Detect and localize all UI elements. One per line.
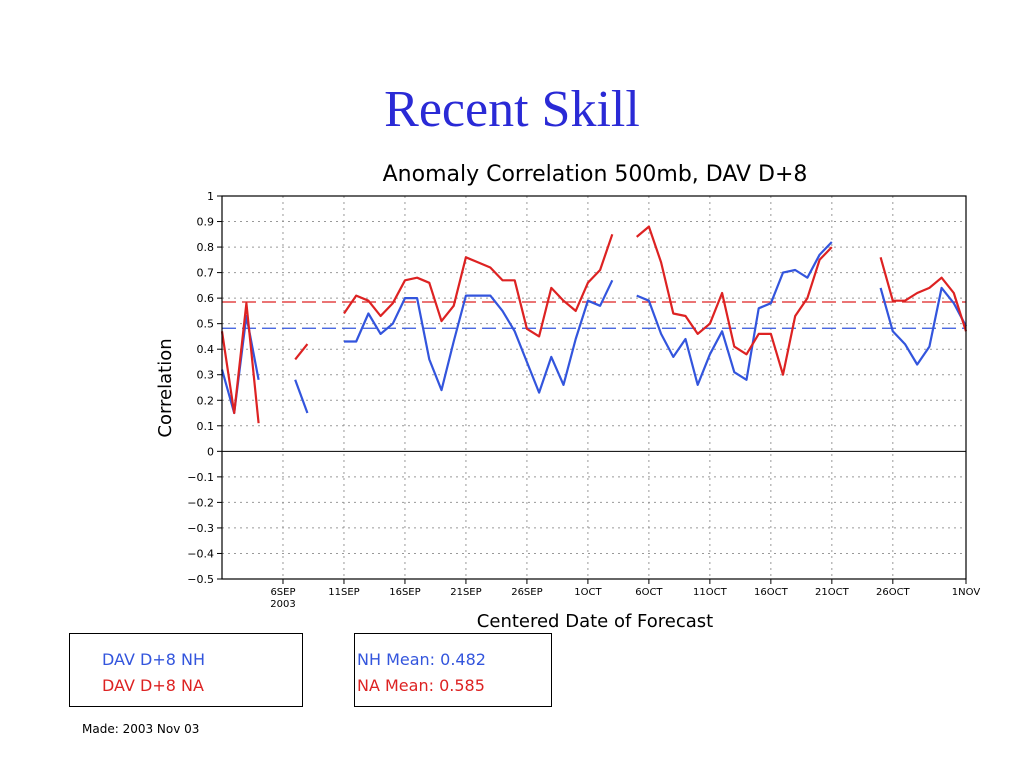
x-tick-label: 16SEP	[389, 587, 420, 598]
series-legend: DAV D+8 NH DAV D+8 NA	[69, 633, 303, 707]
x-axis-label: Centered Date of Forecast	[477, 611, 713, 632]
y-tick-label: 0.6	[197, 292, 215, 305]
x-tick-label: 11SEP	[328, 587, 359, 598]
y-tick-label: −0.1	[187, 471, 214, 484]
y-tick-label: 0.5	[197, 318, 215, 331]
x-tick-label: 1OCT	[574, 587, 602, 598]
y-tick-label: −0.3	[187, 522, 214, 535]
na-series-line	[294, 343, 309, 361]
plot-frame	[221, 195, 967, 580]
y-tick-label: 0.3	[197, 369, 215, 382]
legend-na-label: DAV D+8 NA	[102, 676, 204, 695]
nh-mean-text: NH Mean: 0.482	[357, 650, 486, 669]
y-tick-label: −0.5	[187, 573, 214, 586]
y-tick-label: 0.7	[197, 267, 215, 280]
y-tick-label: 1	[207, 190, 214, 203]
y-axis-label: Correlation	[155, 338, 176, 437]
x-tick-label: 26SEP	[511, 587, 542, 598]
na-series-line	[879, 257, 968, 332]
y-tick-label: 0	[207, 445, 214, 458]
y-tick-label: 0.2	[197, 394, 215, 407]
legend-nh-label: DAV D+8 NH	[102, 650, 205, 669]
nh-series-line	[344, 279, 614, 394]
na-mean-text: NA Mean: 0.585	[357, 676, 485, 695]
x-tick-label: 16OCT	[754, 587, 789, 598]
nh-series-line	[636, 241, 833, 386]
x-tick-label: 26OCT	[876, 587, 911, 598]
x-tick-label: 6SEP	[270, 587, 295, 598]
x-tick-label: 6OCT	[635, 587, 663, 598]
y-tick-label: 0.4	[197, 343, 215, 356]
nh-series-line	[294, 379, 309, 414]
slide-title: Recent Skill	[384, 81, 640, 138]
y-tick-label: 0.9	[197, 216, 215, 229]
na-series-line	[343, 233, 614, 338]
y-tick-label: 0.8	[197, 241, 215, 254]
x-tick-label: 1NOV	[952, 587, 981, 598]
means-box: NH Mean: 0.482 NA Mean: 0.585	[354, 633, 552, 707]
x-tick-label: 21OCT	[815, 587, 850, 598]
na-series-line	[635, 225, 833, 376]
made-date: Made: 2003 Nov 03	[82, 722, 200, 736]
y-tick-label: 0.1	[197, 420, 215, 433]
chart-title: Anomaly Correlation 500mb, DAV D+8	[383, 162, 808, 187]
nh-series-line	[879, 286, 967, 366]
na-series-line	[220, 302, 260, 424]
y-tick-label: −0.4	[187, 547, 214, 560]
x-tick-label: 21SEP	[450, 587, 481, 598]
x-tick-sublabel: 2003	[270, 599, 295, 610]
x-tick-label: 11OCT	[693, 587, 728, 598]
y-tick-label: −0.2	[187, 496, 214, 509]
